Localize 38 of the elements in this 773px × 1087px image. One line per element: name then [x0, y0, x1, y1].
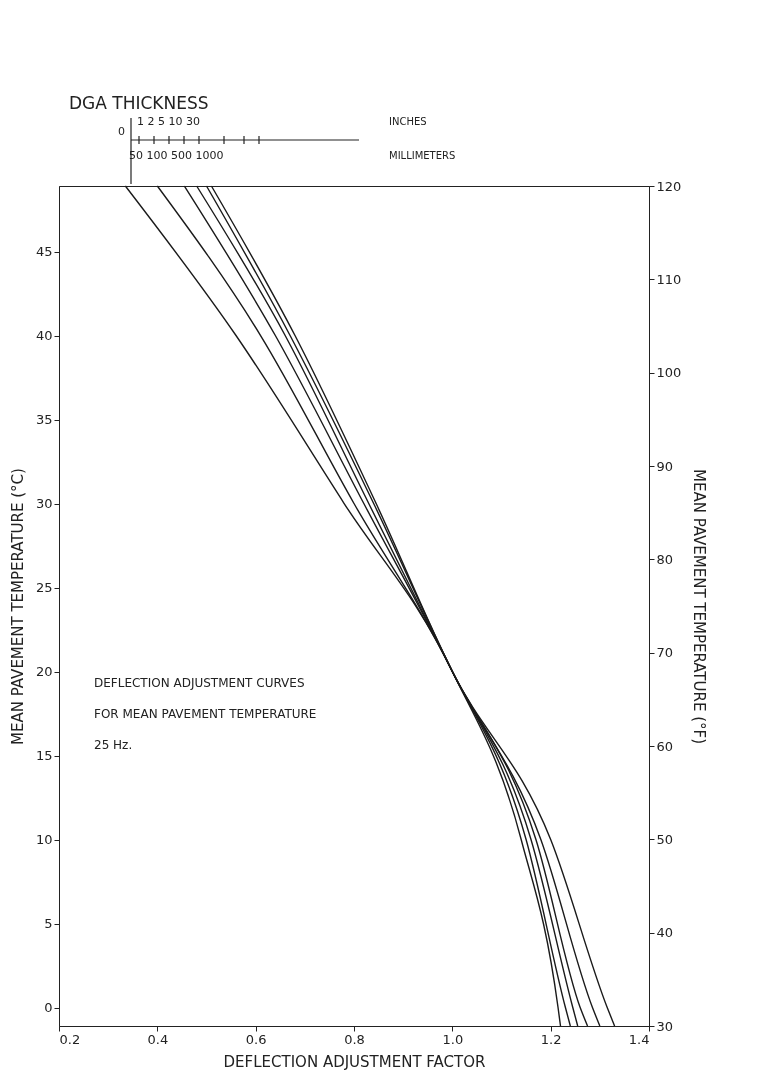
y2-tick-label: 70	[656, 645, 674, 661]
annotation: DEFLECTION ADJUSTMENT CURVES	[94, 676, 305, 690]
x-tick-label: 0.4	[147, 1031, 169, 1047]
x-tick-label: 1.4	[628, 1031, 650, 1047]
y2-tick-label: 30	[656, 1018, 674, 1034]
x-tick-label: 0.8	[344, 1031, 365, 1047]
text: 0	[118, 125, 125, 138]
y2-axis-title: MEAN PAVEMENT TEMPERATURE (°F)	[690, 468, 709, 745]
y2-tick-label: 80	[656, 551, 674, 567]
y-tick-label: 15	[35, 748, 53, 764]
y2-tick-label: 60	[656, 738, 674, 754]
y-tick-label: 30	[35, 496, 53, 512]
x-tick-label: 0.2	[59, 1031, 81, 1047]
y-tick-label: 20	[35, 664, 53, 680]
y2-tick-label: 40	[656, 925, 674, 941]
y2-tick-label: 100	[656, 365, 682, 381]
y-tick-label: 45	[35, 244, 53, 260]
y-tick-label: 40	[35, 328, 53, 344]
y-axis-title: MEAN PAVEMENT TEMPERATURE (°C)	[8, 468, 27, 745]
text: INCHES	[389, 116, 427, 127]
annotation: FOR MEAN PAVEMENT TEMPERATURE	[94, 707, 317, 721]
text: 1 2 5 10 30	[137, 115, 200, 128]
y-tick-label: 25	[35, 580, 53, 596]
x-tick-label: 1.2	[540, 1031, 562, 1047]
x-axis-title: DEFLECTION ADJUSTMENT FACTOR	[223, 1052, 486, 1071]
y2-tick-label: 110	[656, 271, 682, 287]
annotation: 25 Hz.	[94, 738, 133, 752]
x-tick-label: 1.0	[442, 1031, 464, 1047]
y2-tick-label: 50	[656, 831, 674, 847]
x-tick-label: 0.6	[245, 1031, 267, 1047]
y-tick-label: 10	[35, 832, 53, 848]
text: DGA THICKNESS	[69, 93, 209, 113]
y-tick-label: 35	[35, 412, 53, 428]
y-tick-label: 5	[44, 916, 53, 932]
y-tick-label: 0	[44, 1000, 53, 1016]
y2-tick-label: 90	[656, 458, 674, 474]
text: MILLIMETERS	[389, 150, 456, 161]
y2-tick-label: 120	[656, 178, 682, 194]
